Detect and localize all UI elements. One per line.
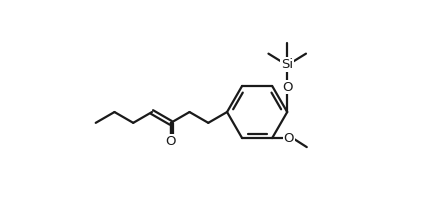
Text: O: O: [284, 132, 294, 145]
Text: O: O: [282, 81, 293, 93]
Text: Si: Si: [281, 58, 293, 71]
Text: O: O: [165, 135, 176, 148]
